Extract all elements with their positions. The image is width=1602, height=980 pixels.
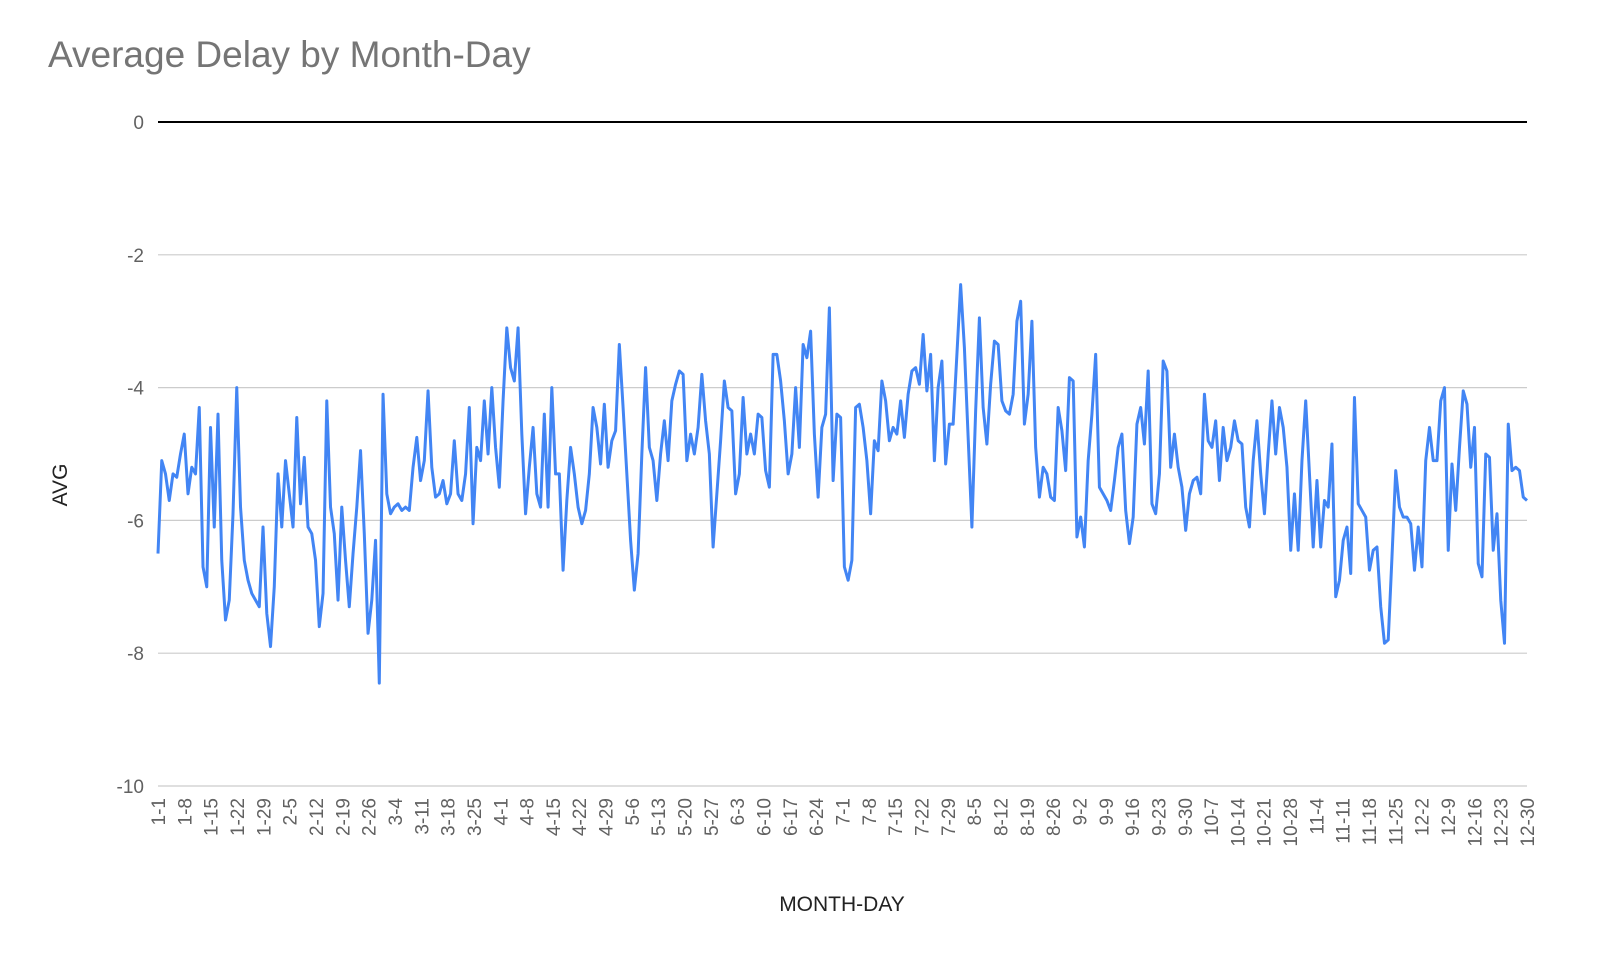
x-tick-label: 2-26	[360, 798, 381, 836]
gridlines	[158, 121, 1527, 787]
x-tick-label: 10-7	[1202, 798, 1223, 836]
x-tick-label: 3-18	[439, 798, 460, 836]
x-tick-label: 6-3	[728, 798, 749, 825]
chart-title: Average Delay by Month-Day	[48, 34, 531, 75]
y-tick-label: -8	[127, 644, 144, 665]
x-tick-label: 1-22	[228, 798, 249, 836]
x-axis-tick-labels: 1-1 1-8 1-15 1-22 1-29 2-5 2-12 2-19 2-26 3-4 3-11…	[149, 798, 1539, 847]
x-tick-label: 2-12	[307, 798, 328, 836]
x-tick-label: 7-1	[834, 798, 855, 825]
x-tick-label: 9-30	[1176, 798, 1197, 836]
x-tick-label: 1-29	[254, 798, 275, 836]
x-tick-label: 5-20	[676, 798, 697, 836]
x-tick-label: 2-19	[333, 798, 354, 836]
y-tick-label: -10	[117, 777, 144, 798]
x-tick-label: 12-9	[1439, 798, 1460, 836]
x-tick-label: 10-21	[1255, 798, 1276, 847]
x-tick-label: 11-4	[1307, 798, 1328, 835]
x-tick-label: 12-30	[1518, 798, 1539, 847]
x-tick-label: 11-25	[1386, 798, 1407, 845]
y-axis-tick-labels: 0 -2 -4 -6 -8 -10	[117, 113, 145, 798]
series-line-avg	[156, 283, 1528, 685]
x-tick-label: 4-1	[491, 798, 512, 825]
x-tick-label: 8-26	[1044, 798, 1065, 836]
x-tick-label: 3-4	[386, 798, 407, 826]
x-tick-label: 4-8	[518, 798, 539, 825]
series-layer	[156, 283, 1528, 685]
x-tick-label: 8-19	[1018, 798, 1039, 836]
x-tick-label: 10-14	[1228, 798, 1249, 847]
x-tick-label: 10-28	[1281, 798, 1302, 847]
x-tick-label: 6-24	[807, 798, 828, 836]
x-tick-label: 7-8	[860, 798, 881, 825]
x-tick-label: 12-23	[1492, 798, 1513, 847]
x-tick-label: 3-11	[412, 798, 433, 835]
x-tick-label: 4-22	[570, 798, 591, 836]
x-tick-label: 11-18	[1360, 798, 1381, 845]
x-tick-label: 9-23	[1149, 798, 1170, 836]
x-tick-label: 1-1	[149, 798, 170, 825]
x-tick-label: 12-16	[1465, 798, 1486, 847]
x-tick-label: 5-13	[649, 798, 670, 836]
y-tick-label: -4	[127, 379, 144, 400]
x-tick-label: 6-10	[755, 798, 776, 836]
x-tick-label: 12-2	[1413, 798, 1434, 836]
y-tick-label: 0	[133, 113, 144, 134]
x-tick-label: 5-6	[623, 798, 644, 825]
x-tick-label: 2-5	[281, 798, 302, 825]
x-tick-label: 3-25	[465, 798, 486, 836]
x-tick-label: 6-17	[781, 798, 802, 836]
y-axis-title: AVG	[49, 464, 72, 507]
x-tick-label: 8-12	[991, 798, 1012, 836]
x-axis-title: MONTH-DAY	[779, 893, 905, 916]
x-tick-label: 7-22	[912, 798, 933, 836]
x-tick-label: 4-29	[597, 798, 618, 836]
y-tick-label: -2	[127, 246, 144, 267]
x-tick-label: 4-15	[544, 798, 565, 836]
x-tick-label: 1-15	[202, 798, 223, 836]
x-tick-label: 11-11	[1334, 798, 1355, 844]
y-tick-label: -6	[127, 511, 144, 532]
x-tick-label: 9-9	[1097, 798, 1118, 825]
x-tick-label: 9-16	[1123, 798, 1144, 836]
x-tick-label: 7-15	[886, 798, 907, 836]
x-tick-label: 9-2	[1070, 798, 1091, 825]
x-tick-label: 1-8	[175, 798, 196, 825]
x-tick-label: 8-5	[965, 798, 986, 825]
x-tick-label: 5-27	[702, 798, 723, 836]
x-tick-label: 7-29	[939, 798, 960, 836]
